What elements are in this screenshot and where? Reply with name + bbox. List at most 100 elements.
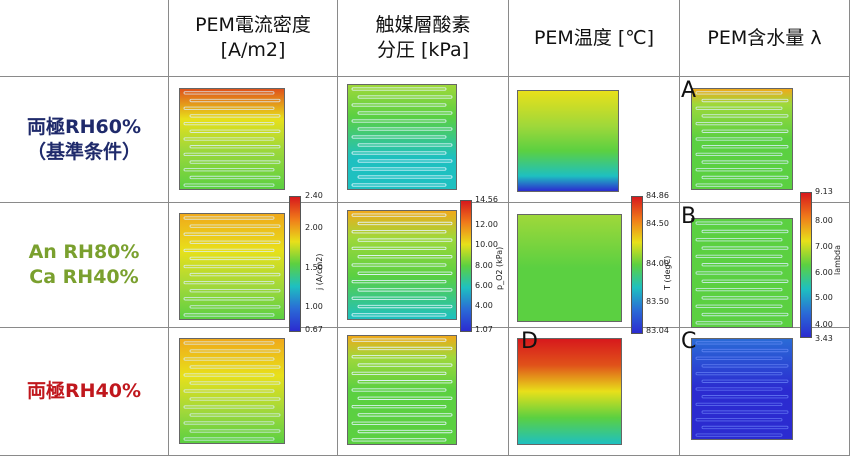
channel-line — [351, 119, 447, 123]
channel-line — [183, 357, 275, 361]
channel-line — [189, 429, 281, 433]
field-fill — [180, 339, 284, 443]
cbar2-tick: 6.00 — [475, 281, 493, 290]
marker-b: B — [681, 204, 697, 229]
channel-line — [701, 395, 789, 399]
field-fill — [692, 219, 792, 327]
channel-line — [351, 421, 447, 425]
cbar1-tick: 1.00 — [305, 302, 323, 311]
channel-line — [189, 289, 281, 293]
channel-line — [701, 229, 789, 234]
field-fill — [518, 215, 621, 321]
channel-line — [351, 438, 447, 442]
channel-line — [183, 248, 275, 252]
cbar1-tick: 2.00 — [305, 223, 323, 232]
channel-line — [357, 175, 453, 179]
channel-line — [189, 349, 281, 353]
header-line1: PEM温度 [℃] — [533, 26, 655, 49]
cbar4-tick: 8.00 — [815, 216, 833, 225]
field-fill — [692, 339, 792, 439]
channel-line — [351, 338, 447, 342]
field-fill — [180, 89, 284, 189]
heatmap-t-rh60 — [517, 90, 619, 192]
channel-line — [695, 402, 783, 407]
channel-line — [183, 152, 275, 157]
row-label-an80-ca40: An RH80% Ca RH40% — [0, 203, 168, 327]
channel-line — [701, 348, 789, 353]
channel-line — [695, 387, 783, 391]
row-divider — [0, 76, 850, 77]
col-divider — [508, 0, 509, 456]
cbar1-axis-label: j (A/cm2) — [315, 253, 324, 290]
channel-line — [189, 272, 281, 277]
cbar4-tick: 4.00 — [815, 320, 833, 329]
field-fill — [348, 85, 456, 189]
field-fill — [518, 339, 621, 444]
channel-line — [701, 98, 789, 103]
colorbar-current-density — [289, 196, 301, 332]
channel-line — [189, 129, 281, 133]
cbar2-tick: 8.00 — [475, 261, 493, 270]
field-fill — [692, 89, 792, 189]
row-label-line1: 両極RH40% — [26, 380, 141, 402]
channel-line — [183, 216, 275, 220]
heatmap-po2-rh60 — [347, 84, 457, 190]
row-label-line2: Ca RH40% — [29, 266, 139, 288]
header-line2: 分圧 [kPa] — [376, 39, 470, 61]
colorbar-lambda — [800, 192, 812, 338]
row-label-rh40: 両極RH40% — [0, 328, 168, 455]
marker-c: C — [681, 329, 697, 354]
channel-line — [695, 287, 783, 292]
channel-line — [189, 397, 281, 401]
channel-line — [357, 271, 453, 275]
channel-line — [351, 246, 447, 251]
channel-line — [701, 114, 789, 118]
channel-line — [351, 87, 447, 91]
channel-line — [701, 145, 789, 149]
channel-line — [701, 364, 789, 368]
channel-line — [189, 365, 281, 369]
channel-line — [351, 230, 447, 234]
header-line1: 触媒層酸素 — [375, 14, 471, 36]
channel-line — [357, 346, 453, 351]
channel-line — [351, 103, 447, 107]
channel-line — [183, 91, 275, 95]
channel-line — [357, 143, 453, 147]
header-pem-temperature: PEM温度 [℃] — [509, 0, 679, 76]
channel-line — [183, 313, 275, 317]
cbar3-axis-label: T (degC) — [663, 255, 672, 290]
channel-line — [189, 175, 281, 180]
channel-line — [357, 95, 453, 99]
row-divider — [0, 327, 850, 328]
channel-line — [351, 296, 447, 300]
channel-line — [351, 404, 447, 409]
channel-line — [695, 271, 783, 275]
heatmap-j-rh40 — [179, 338, 285, 444]
channel-line — [695, 221, 783, 225]
cbar4-tick: 9.13 — [815, 187, 833, 196]
colorbar-temperature — [631, 196, 643, 334]
channel-line — [701, 175, 789, 180]
cbar1-tick: 1.50 — [305, 263, 323, 272]
cbar4-tick: 6.00 — [815, 268, 833, 277]
channel-line — [695, 433, 783, 437]
channel-line — [351, 135, 447, 139]
heatmap-lambda-rh40 — [691, 338, 793, 440]
cbar2-tick: 14.56 — [475, 195, 498, 204]
marker-d: D — [521, 329, 538, 354]
channel-line — [351, 355, 447, 359]
heatmap-po2-rh40 — [347, 335, 457, 445]
channel-line — [183, 405, 275, 409]
channel-line — [183, 373, 275, 377]
channel-line — [357, 363, 453, 367]
channel-line — [701, 246, 789, 250]
heatmap-t-an80 — [517, 214, 622, 322]
channel-line — [357, 221, 453, 226]
cbar4-tick: 7.00 — [815, 242, 833, 251]
field-fill — [348, 336, 456, 444]
cbar4-axis-label: lambda — [833, 245, 842, 275]
channel-line — [189, 160, 281, 164]
channel-line — [695, 418, 783, 422]
channel-line — [357, 304, 453, 309]
